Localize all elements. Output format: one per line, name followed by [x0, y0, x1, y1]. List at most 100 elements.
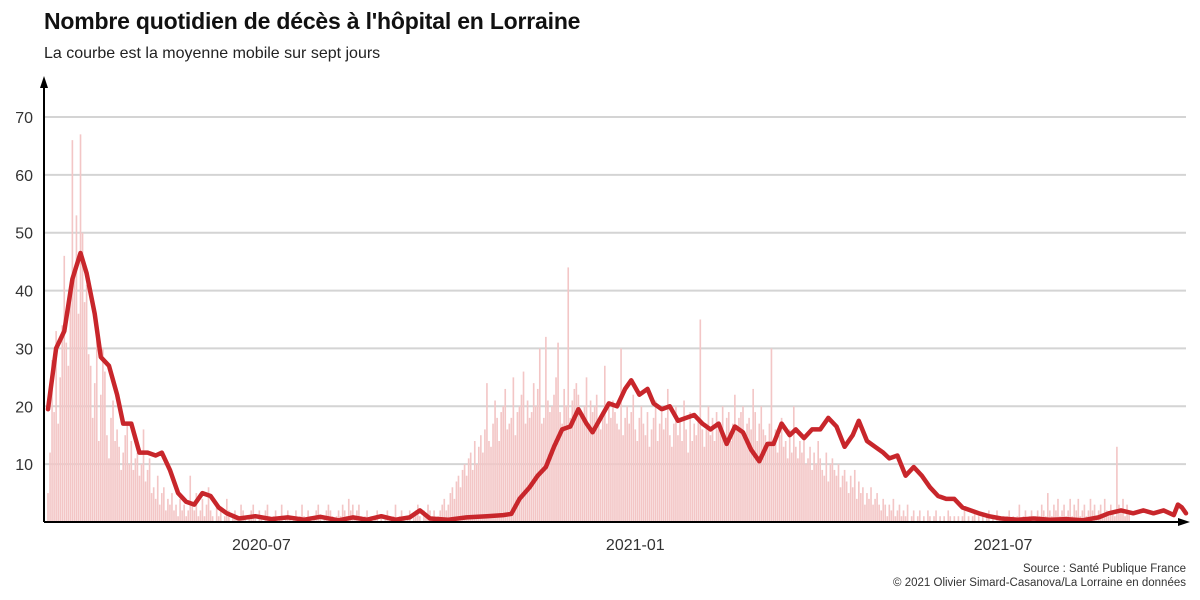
daily-bar	[1087, 510, 1090, 522]
daily-bar	[778, 435, 781, 522]
daily-bar	[935, 510, 937, 522]
daily-bar	[860, 493, 862, 522]
daily-bar	[130, 441, 133, 522]
daily-bar	[112, 400, 114, 522]
daily-bar	[784, 441, 787, 522]
daily-bar	[750, 429, 752, 522]
daily-bar	[766, 446, 769, 522]
daily-bar	[173, 510, 175, 522]
y-tick-label: 30	[15, 341, 33, 358]
daily-bar	[933, 516, 935, 522]
daily-bar	[849, 475, 852, 522]
daily-bar	[193, 510, 196, 522]
x-axis-arrow-icon	[1178, 518, 1190, 526]
daily-bar	[563, 388, 565, 522]
daily-bar	[1101, 516, 1104, 522]
daily-bar	[380, 516, 383, 522]
daily-bar	[1093, 504, 1096, 522]
daily-bar	[666, 388, 669, 522]
y-tick-label: 40	[15, 284, 33, 301]
daily-bar	[425, 516, 427, 522]
daily-bar	[695, 435, 698, 522]
daily-bar	[1075, 510, 1078, 522]
daily-bar	[589, 400, 592, 522]
daily-bar	[837, 464, 840, 522]
daily-bar	[510, 417, 513, 522]
daily-bar	[132, 469, 135, 522]
daily-bar	[516, 412, 519, 522]
daily-bar	[498, 441, 500, 522]
daily-bar	[650, 429, 653, 522]
daily-bar	[874, 498, 876, 522]
daily-bar	[500, 412, 502, 522]
daily-bar	[252, 504, 255, 522]
daily-bar	[104, 371, 106, 522]
daily-bar	[475, 464, 478, 522]
daily-bar	[490, 446, 492, 522]
daily-bar	[146, 469, 149, 522]
daily-bar	[526, 400, 529, 522]
daily-bar	[518, 406, 521, 522]
daily-bar	[1118, 504, 1120, 522]
daily-bar	[177, 516, 179, 522]
daily-bar	[1030, 510, 1033, 522]
daily-bar	[977, 516, 980, 522]
daily-bar	[494, 400, 496, 522]
daily-bar	[693, 423, 696, 522]
daily-bar	[1114, 516, 1116, 522]
daily-bar	[862, 487, 864, 522]
daily-bar	[845, 481, 848, 522]
daily-bar	[358, 504, 360, 522]
daily-bar	[606, 423, 608, 522]
daily-bar	[506, 429, 509, 522]
daily-bar	[815, 464, 817, 522]
daily-bar	[217, 516, 220, 522]
daily-bar	[486, 383, 488, 522]
daily-bar	[549, 412, 551, 522]
daily-bar	[894, 516, 897, 522]
daily-bar	[721, 406, 724, 522]
daily-bar	[59, 377, 62, 522]
y-tick-label: 50	[15, 226, 33, 243]
daily-bar	[892, 498, 895, 522]
daily-bar	[226, 498, 228, 522]
daily-bar	[512, 377, 515, 522]
daily-bar	[138, 475, 141, 522]
daily-bar	[923, 516, 925, 522]
daily-bar	[772, 441, 775, 522]
daily-bar	[447, 504, 450, 522]
daily-bar	[441, 504, 444, 522]
daily-bar	[732, 423, 734, 522]
daily-bar	[108, 458, 110, 522]
daily-bar	[522, 371, 525, 522]
daily-bar	[886, 516, 889, 522]
chart-title: Nombre quotidien de décès à l'hôpital en…	[44, 8, 581, 34]
daily-bar	[1040, 504, 1043, 522]
daily-bar	[736, 429, 738, 522]
daily-bar	[1099, 504, 1102, 522]
daily-bar	[1089, 498, 1092, 522]
daily-bar	[853, 469, 856, 522]
daily-bar	[595, 394, 598, 522]
daily-bar	[858, 481, 860, 522]
daily-bar	[1063, 504, 1065, 522]
daily-bar	[835, 475, 838, 522]
daily-bar	[136, 452, 139, 522]
daily-bar	[165, 510, 167, 522]
daily-bar	[669, 435, 671, 522]
daily-bar	[918, 510, 921, 522]
daily-bar	[760, 406, 763, 522]
daily-bar	[691, 441, 694, 522]
daily-bar	[707, 406, 710, 522]
daily-bar	[240, 504, 242, 522]
daily-bar	[565, 406, 568, 522]
daily-bar	[839, 487, 842, 522]
daily-bar	[57, 423, 59, 522]
daily-bar	[215, 504, 218, 522]
daily-bar	[352, 504, 354, 522]
daily-bar	[520, 394, 523, 522]
daily-bar	[1008, 510, 1011, 522]
daily-bar	[660, 412, 663, 522]
daily-bar	[638, 417, 641, 522]
daily-bar	[581, 417, 584, 522]
